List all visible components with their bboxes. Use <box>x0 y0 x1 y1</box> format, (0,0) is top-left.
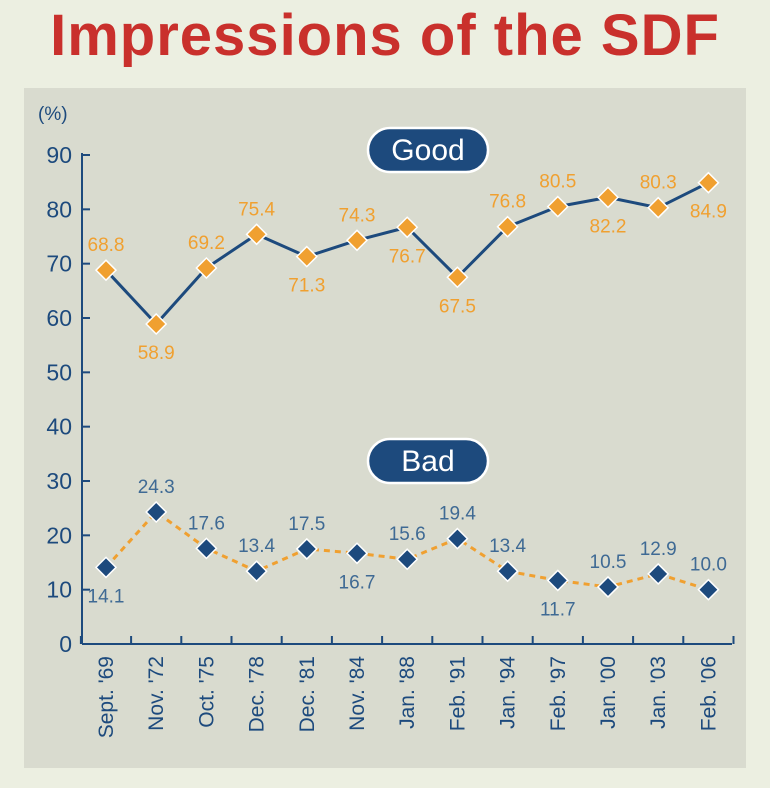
y-tick-label: 0 <box>59 631 72 657</box>
chart-title: Impressions of the SDF <box>50 3 720 68</box>
bad-marker <box>245 560 268 583</box>
good-badge <box>366 126 490 174</box>
bad-marker <box>446 527 469 550</box>
bad-data-label: 14.1 <box>88 586 125 607</box>
good-data-label: 80.3 <box>640 173 677 194</box>
bad-data-label: 11.7 <box>540 599 576 620</box>
good-data-label: 68.8 <box>88 235 125 256</box>
y-tick-label: 70 <box>46 251 72 277</box>
good-data-label: 58.9 <box>138 343 175 364</box>
x-tick-label: Jan. '03 <box>647 656 670 729</box>
good-marker <box>647 196 670 219</box>
good-marker <box>345 229 369 252</box>
good-data-label: 67.5 <box>439 296 476 317</box>
good-marker <box>94 259 118 282</box>
good-marker <box>596 186 620 209</box>
bad-data-label: 16.7 <box>339 572 376 593</box>
good-data-label: 82.2 <box>590 216 627 237</box>
good-marker <box>396 216 419 239</box>
good-marker <box>446 266 469 289</box>
good-marker <box>245 223 268 246</box>
bad-data-label: 17.5 <box>288 514 325 535</box>
y-tick-label: 80 <box>46 196 72 222</box>
bad-data-label: 13.4 <box>489 536 526 557</box>
bad-data-label: 24.3 <box>138 477 175 498</box>
good-data-label: 80.5 <box>539 172 576 193</box>
x-tick-label: Feb. '06 <box>697 656 720 731</box>
x-tick-label: Dec. '81 <box>296 656 319 732</box>
y-tick-label: 90 <box>46 142 72 168</box>
bad-marker <box>195 537 218 560</box>
bad-marker <box>546 569 569 592</box>
good-marker <box>295 245 318 268</box>
bad-data-label: 19.4 <box>439 504 476 525</box>
plot-panel <box>24 88 746 768</box>
bad-marker <box>345 542 369 565</box>
bad-marker <box>647 562 670 585</box>
good-data-label: 69.2 <box>188 233 225 254</box>
x-tick-label: Nov. '72 <box>145 656 168 731</box>
bad-badge-label: Bad <box>401 445 454 478</box>
x-tick-label: Oct. '75 <box>195 656 218 728</box>
y-tick-label: 50 <box>46 359 72 385</box>
bad-data-label: 17.6 <box>188 513 225 534</box>
y-tick-label: 40 <box>46 414 72 440</box>
x-tick-label: Dec. '78 <box>246 656 269 732</box>
good-badge-label: Good <box>391 134 464 167</box>
good-data-label: 76.8 <box>489 192 526 213</box>
good-marker <box>496 215 519 238</box>
good-marker <box>697 171 720 194</box>
bad-data-label: 10.5 <box>590 552 627 573</box>
bad-data-label: 13.4 <box>238 536 275 557</box>
bad-marker <box>94 556 118 579</box>
good-data-label: 84.9 <box>690 202 727 223</box>
x-tick-label: Jan. '94 <box>497 656 520 729</box>
y-tick-label: 60 <box>46 305 72 331</box>
y-axis-label: (%) <box>38 104 68 125</box>
good-marker <box>195 256 218 280</box>
good-data-label: 75.4 <box>238 199 275 220</box>
bad-marker <box>596 575 620 599</box>
x-tick-label: Sept. '69 <box>95 656 118 738</box>
bad-marker <box>697 578 720 601</box>
bad-data-label: 12.9 <box>640 539 677 560</box>
good-marker <box>145 312 168 336</box>
y-tick-label: 20 <box>46 522 72 548</box>
y-tick-label: 10 <box>46 577 72 603</box>
x-tick-label: Jan. '88 <box>396 656 419 729</box>
bad-badge <box>366 437 490 485</box>
bad-marker <box>396 548 419 571</box>
bad-data-label: 10.0 <box>690 555 727 576</box>
bad-marker <box>295 537 318 560</box>
x-tick-label: Jan. '00 <box>597 656 620 729</box>
x-tick-label: Feb. '97 <box>547 656 570 731</box>
bad-marker <box>496 560 519 583</box>
x-tick-label: Nov. '84 <box>346 656 369 731</box>
good-data-label: 76.7 <box>389 246 426 267</box>
good-marker <box>546 195 569 218</box>
x-tick-label: Feb. '91 <box>446 656 469 731</box>
bad-marker <box>145 500 168 524</box>
y-tick-label: 30 <box>46 468 72 494</box>
good-data-label: 74.3 <box>339 205 376 226</box>
bad-data-label: 15.6 <box>389 524 426 545</box>
good-data-label: 71.3 <box>288 276 325 297</box>
